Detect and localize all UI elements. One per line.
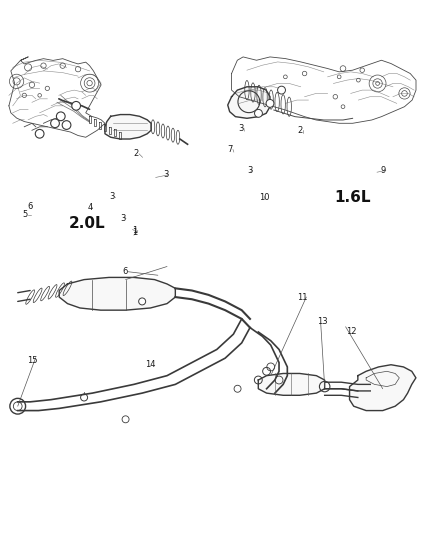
Polygon shape <box>350 365 416 410</box>
Text: 13: 13 <box>317 317 328 326</box>
Text: 5: 5 <box>22 211 28 220</box>
Text: 9: 9 <box>381 166 386 175</box>
Text: 10: 10 <box>259 193 270 202</box>
Text: 3: 3 <box>247 166 252 175</box>
Polygon shape <box>59 277 175 310</box>
Text: 3: 3 <box>163 171 169 179</box>
Text: 7: 7 <box>228 145 233 154</box>
Polygon shape <box>258 374 325 395</box>
Text: 14: 14 <box>145 360 155 369</box>
Text: 15: 15 <box>27 356 37 365</box>
Text: 11: 11 <box>297 293 308 302</box>
Text: 2: 2 <box>134 149 139 158</box>
Circle shape <box>57 112 65 120</box>
Circle shape <box>72 101 81 110</box>
Text: 3: 3 <box>239 124 244 133</box>
Circle shape <box>139 298 146 305</box>
Text: 1: 1 <box>132 228 137 237</box>
Polygon shape <box>228 87 270 118</box>
Text: 6: 6 <box>122 267 127 276</box>
Text: 2: 2 <box>297 126 303 135</box>
Text: 6: 6 <box>27 202 32 211</box>
Polygon shape <box>105 115 151 139</box>
Circle shape <box>62 120 71 130</box>
Text: 3: 3 <box>109 192 114 201</box>
Circle shape <box>51 119 60 128</box>
Circle shape <box>35 130 44 138</box>
Text: 4: 4 <box>87 203 92 212</box>
Circle shape <box>254 109 262 117</box>
Text: 2.0L: 2.0L <box>68 216 105 231</box>
Text: 1.6L: 1.6L <box>335 190 371 205</box>
Text: 12: 12 <box>346 327 356 336</box>
Circle shape <box>278 86 286 94</box>
Circle shape <box>266 100 274 107</box>
Text: 3: 3 <box>121 214 126 223</box>
Text: 1: 1 <box>132 226 137 235</box>
